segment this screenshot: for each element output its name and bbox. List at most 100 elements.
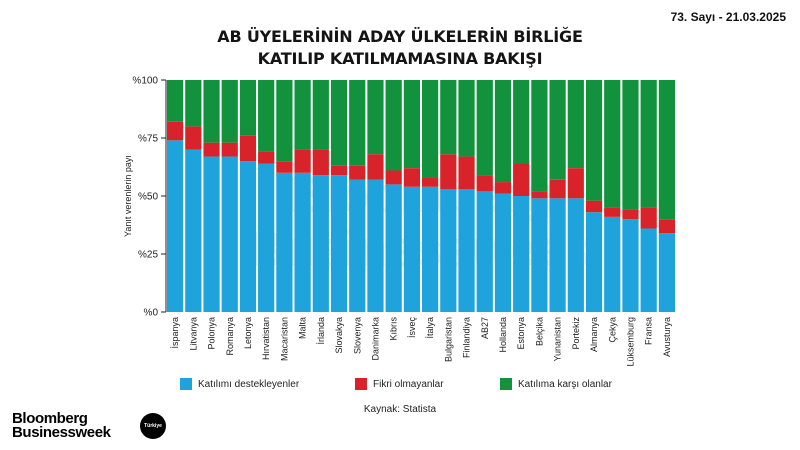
bar-oppose	[658, 80, 675, 220]
bar-oppose	[604, 80, 621, 208]
bar-support	[622, 219, 639, 312]
bar-support	[458, 189, 475, 312]
bar-support	[640, 228, 657, 312]
bar-support	[549, 198, 566, 312]
x-tick-label: Lüksemburg	[625, 317, 635, 367]
x-tick-label: Kıbrıs	[389, 317, 399, 341]
x-tick-label: AB27	[480, 317, 490, 339]
y-tick-label: %75	[138, 134, 158, 145]
x-tick-label: Fransa	[644, 317, 654, 345]
bar-oppose	[494, 80, 512, 183]
bar-support	[349, 179, 366, 312]
legend-item-oppose: Katılıma karşı olanlar	[500, 378, 612, 390]
bar-no-opinion	[221, 142, 238, 157]
bar-oppose	[403, 80, 420, 169]
bar-support	[604, 216, 621, 312]
bar-oppose	[276, 80, 293, 162]
bar-support	[239, 161, 257, 312]
x-tick-label: Almanya	[589, 317, 599, 352]
bar-oppose	[458, 80, 475, 157]
y-tick-label: %50	[138, 192, 158, 203]
issue-date: 73. Sayı - 21.03.2025	[670, 10, 786, 24]
x-tick-label: Hollanda	[498, 317, 508, 353]
bar-no-opinion	[458, 156, 475, 190]
chart-source: Kaynak: Statista	[363, 404, 437, 415]
bar-oppose	[385, 80, 402, 171]
legend-label-support: Katılımı destekleyenler	[198, 378, 300, 390]
bar-no-opinion	[658, 219, 675, 234]
x-tick-label: Romanya	[225, 317, 235, 356]
bar-support	[276, 172, 293, 312]
chart-title-line-1: AB ÜYELERİNİN ADAY ÜLKELERİN BİRLİĞE	[217, 27, 583, 46]
bar-oppose	[312, 80, 329, 150]
bar-support	[585, 212, 603, 312]
bar-oppose	[531, 80, 548, 192]
bloomberg-businessweek-logo: Bloomberg Businessweek	[12, 411, 111, 440]
x-tick-label: Polonya	[207, 317, 217, 350]
legend-swatch-no-opinion	[355, 378, 367, 390]
x-tick-label: İtalya	[425, 317, 435, 339]
bar-no-opinion	[513, 163, 530, 196]
bar-support	[531, 198, 548, 312]
bar-support	[221, 156, 238, 312]
x-tick-label: Avusturya	[662, 317, 672, 357]
bar-support	[167, 140, 184, 312]
bar-no-opinion	[239, 135, 257, 162]
bar-no-opinion	[185, 126, 202, 150]
bar-support	[513, 196, 530, 312]
bar-oppose	[349, 80, 366, 166]
bar-support	[403, 186, 420, 312]
bar-no-opinion	[440, 154, 457, 190]
y-tick-label: %25	[138, 250, 158, 261]
x-tick-label: Çekya	[607, 317, 617, 343]
bar-oppose	[622, 80, 639, 210]
bar-no-opinion	[604, 207, 621, 217]
bar-no-opinion	[330, 165, 348, 176]
x-tick-label: İsveç	[407, 317, 417, 339]
bar-support	[567, 198, 584, 312]
x-tick-label: Portekiz	[571, 317, 581, 350]
bar-oppose	[422, 80, 439, 178]
bar-no-opinion	[349, 165, 366, 180]
bar-no-opinion	[276, 161, 293, 173]
y-tick-label: %0	[144, 308, 159, 319]
bar-oppose	[294, 80, 311, 150]
x-tick-label: Litvanya	[188, 317, 198, 351]
legend-label-no-opinion: Fikri olmayanlar	[373, 378, 444, 390]
bar-no-opinion	[640, 207, 657, 229]
bar-oppose	[185, 80, 202, 127]
bar-support	[185, 149, 202, 312]
bar-no-opinion	[622, 209, 639, 220]
x-tick-label: Estonya	[516, 317, 526, 350]
x-tick-label: Slovenya	[352, 317, 362, 354]
bar-oppose	[476, 80, 493, 176]
x-tick-label: Hırvatistan	[261, 317, 271, 360]
bar-no-opinion	[585, 200, 603, 213]
bar-oppose	[167, 80, 184, 122]
bar-support	[294, 172, 311, 312]
legend-item-no-opinion: Fikri olmayanlar	[355, 378, 444, 390]
bar-oppose	[239, 80, 257, 136]
bar-no-opinion	[531, 191, 548, 199]
bar-support	[367, 179, 384, 312]
bar-oppose	[640, 80, 657, 208]
turkiye-badge: Türkiye	[140, 413, 166, 439]
bar-no-opinion	[258, 151, 275, 164]
x-tick-label: Malta	[298, 317, 308, 339]
bar-no-opinion	[403, 168, 420, 187]
bar-oppose	[221, 80, 238, 143]
chart-legend: Katılımı destekleyenler Fikri olmayanlar…	[0, 378, 800, 398]
bar-support	[258, 163, 275, 312]
bar-no-opinion	[422, 177, 439, 187]
bar-oppose	[440, 80, 457, 155]
bar-no-opinion	[476, 175, 493, 192]
x-tick-label: Letonya	[243, 317, 253, 349]
x-tick-label: İrlanda	[316, 317, 326, 345]
x-tick-label: İspanya	[170, 317, 180, 349]
x-tick-label: Belçika	[534, 317, 544, 346]
bar-oppose	[513, 80, 530, 164]
x-tick-label: Macaristan	[279, 317, 289, 361]
bar-no-opinion	[567, 168, 584, 199]
x-tick-label: Slovakya	[334, 317, 344, 354]
